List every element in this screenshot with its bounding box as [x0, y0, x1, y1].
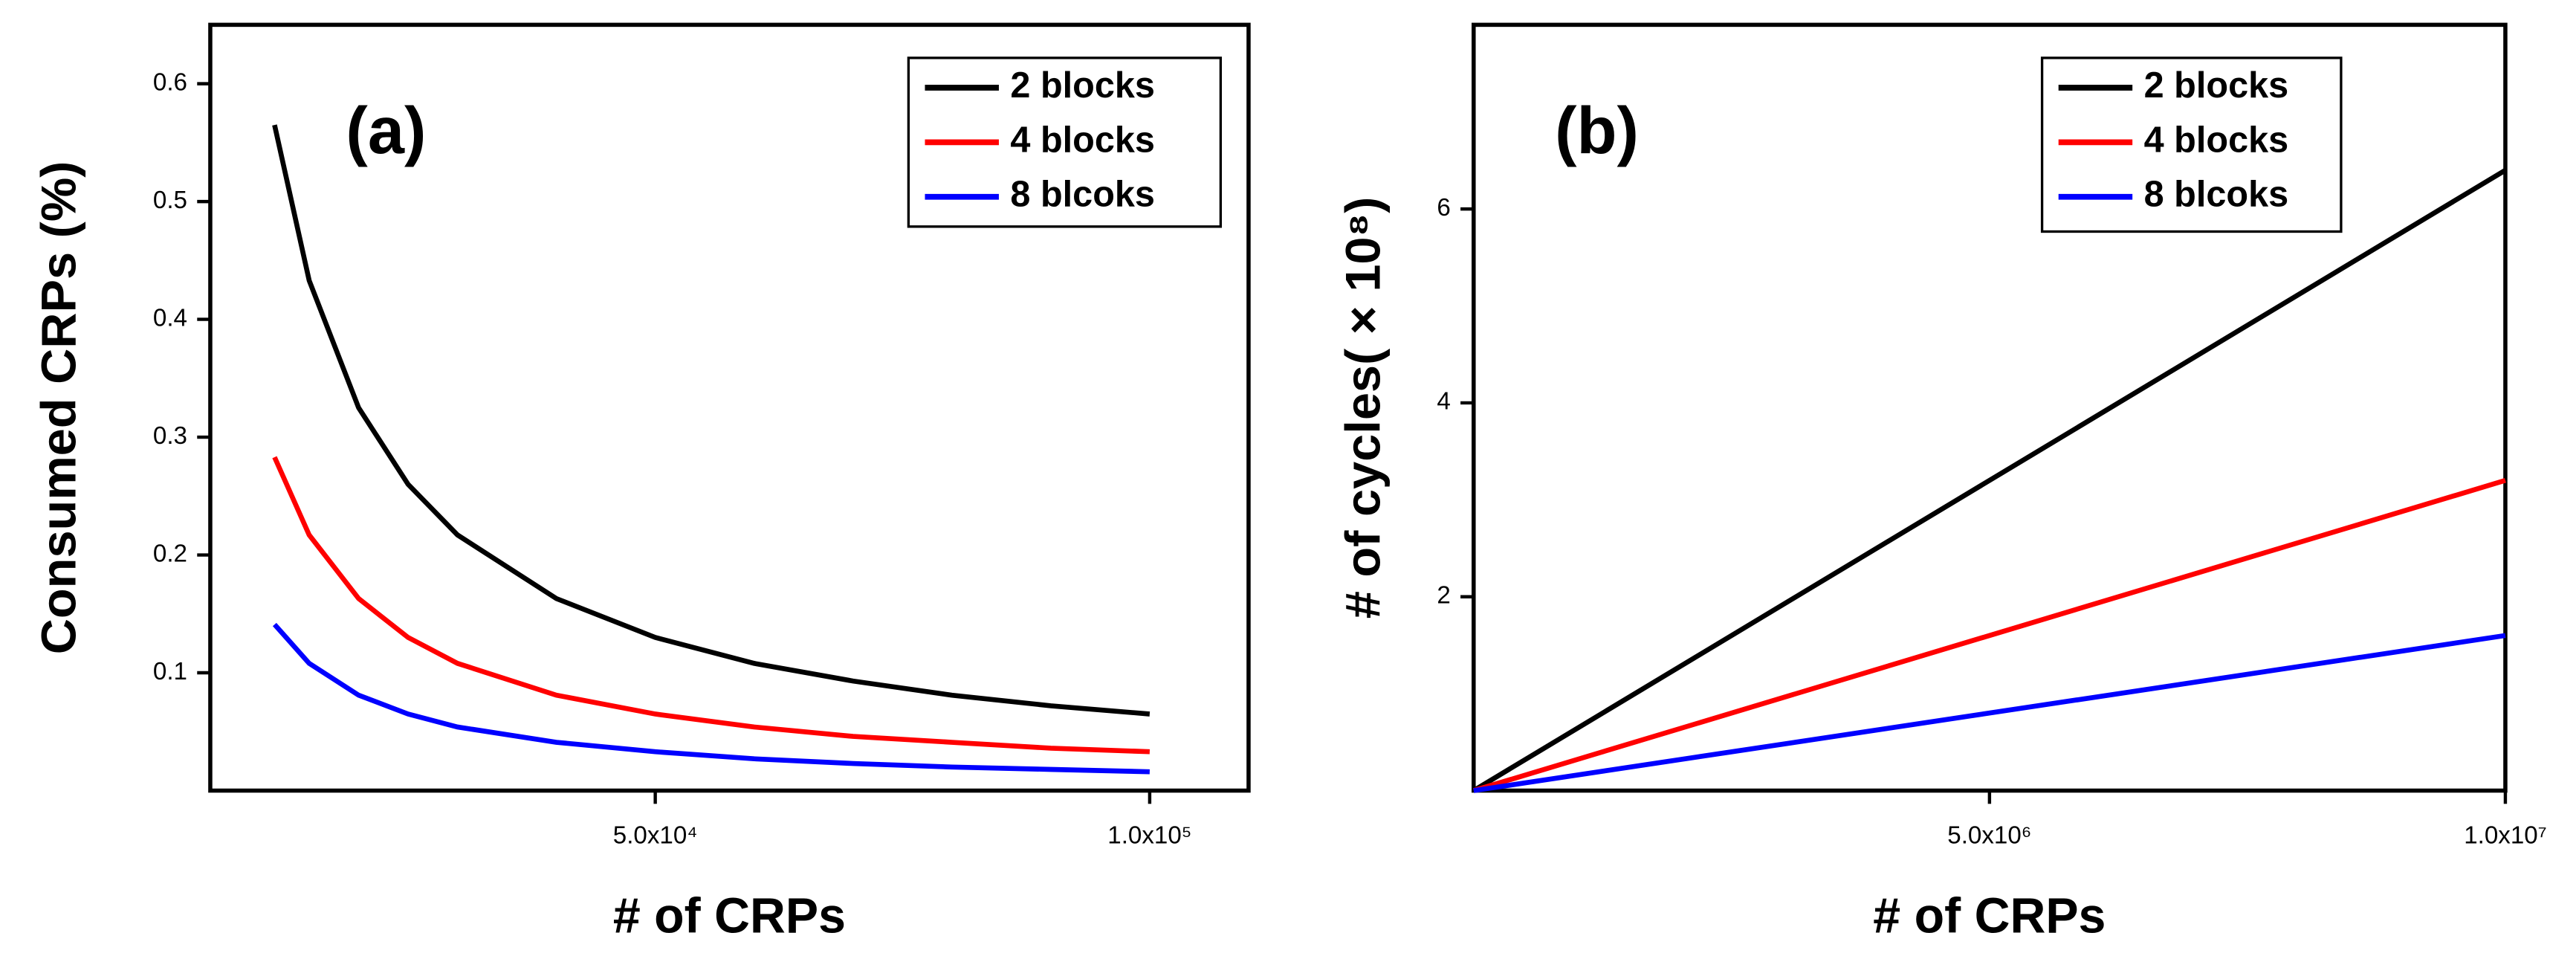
series-line: [272, 622, 1150, 775]
y-tick-label: 0.5: [153, 187, 187, 214]
legend-label: 8 blcoks: [2144, 175, 2289, 215]
series-line: [1473, 633, 2506, 793]
x-axis-label: # of CRPs: [613, 888, 846, 943]
series-line: [1472, 478, 2506, 793]
legend-label: 8 blcoks: [1010, 175, 1155, 215]
x-tick-label: 5.0x10⁴: [613, 822, 698, 850]
series-line: [1472, 168, 2507, 793]
legend-label: 4 blocks: [1010, 120, 1155, 160]
y-tick-label: 6: [1437, 194, 1450, 222]
legend-label: 4 blocks: [2144, 120, 2289, 160]
x-tick-label: 1.0x10⁵: [1107, 822, 1191, 850]
y-axis-label: # of cycles( × 10⁸): [1336, 197, 1391, 619]
series-line: [272, 456, 1151, 755]
y-tick-label: 0.3: [153, 422, 187, 450]
y-axis-label: Consumed CRPs (%): [32, 161, 87, 655]
y-tick-label: 0.1: [153, 658, 187, 685]
y-tick-label: 0.2: [153, 540, 187, 567]
legend-label: 2 blocks: [2144, 65, 2289, 106]
y-tick-label: 2: [1437, 581, 1450, 609]
panel-title: (b): [1555, 94, 1639, 167]
plot-frame: [208, 22, 1251, 793]
legend-label: 2 blocks: [1010, 65, 1155, 106]
x-tick-label: 1.0x10⁷: [2464, 822, 2547, 850]
panel-title: (a): [346, 94, 426, 167]
series-line: [272, 124, 1151, 717]
y-tick-label: 0.4: [153, 304, 187, 332]
x-tick-label: 5.0x10⁶: [1947, 822, 2031, 850]
y-tick-label: 0.6: [153, 68, 187, 96]
y-tick-label: 4: [1437, 388, 1450, 416]
x-axis-label: # of CRPs: [1873, 888, 2106, 943]
